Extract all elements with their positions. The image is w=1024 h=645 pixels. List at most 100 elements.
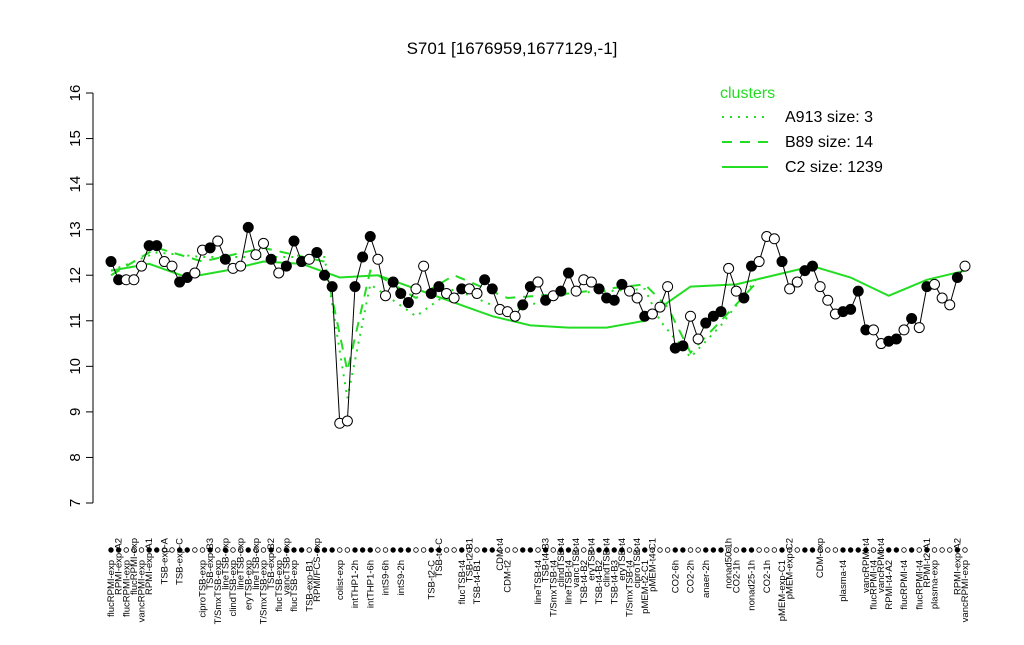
rug-dot (725, 547, 732, 553)
rug-dot (451, 547, 457, 553)
rug-dot (108, 547, 114, 553)
data-point (258, 237, 269, 249)
x-tick-label: plasma-t4 (838, 560, 849, 602)
rug-dot (733, 547, 739, 553)
x-tick-label: lineTSB-exp (236, 538, 247, 590)
x-tick-label: T/SmxTSB-t4 (548, 560, 559, 617)
rug-dot (840, 547, 846, 553)
rug-dot (687, 547, 694, 553)
rug-dot (657, 547, 663, 553)
x-tick-label: nonad25-1h (747, 560, 758, 611)
data-point (768, 233, 780, 245)
rug-dot (954, 547, 961, 553)
rug-dot (405, 547, 412, 553)
x-tick-label: TSB-exp-B2 (266, 538, 277, 590)
data-point (395, 287, 407, 299)
x-tick-label: pMEM-t4-C1 (647, 538, 658, 592)
x-tick-label: lineTSB-t4 (564, 560, 575, 604)
x-tick-label: eryTSB-t4 (586, 538, 597, 581)
rug-dot (870, 547, 877, 553)
data-point (425, 287, 437, 299)
data-point (349, 281, 361, 293)
data-point (784, 283, 796, 295)
data-point (951, 272, 963, 283)
rug-dot (253, 547, 259, 553)
rug-dot (443, 547, 450, 553)
rug-dot (222, 547, 229, 553)
x-tick-label: flucRPMI-t4 (869, 560, 880, 610)
rug-dot (512, 547, 518, 553)
data-point (105, 256, 117, 268)
rug-dot (527, 547, 534, 553)
data-point (280, 260, 292, 272)
data-point (563, 267, 574, 279)
x-tick-label: flucRPMI-exp (129, 538, 140, 595)
rug-dot (123, 547, 129, 553)
rug-dot (161, 547, 168, 553)
rug-dot (398, 547, 404, 553)
x-tick-label: flucRPMI-exp (106, 560, 117, 617)
x-tick-label: clindTSB-exp (228, 560, 239, 617)
x-tick-label: pMEM-exp-C2 (785, 538, 796, 599)
cluster-line (110, 246, 760, 372)
rug-dot (131, 547, 137, 553)
data-point (906, 313, 918, 324)
x-tick-label: vancTSB-t4 (571, 538, 582, 588)
rug-dot (825, 547, 831, 553)
rug-dot (329, 547, 335, 553)
data-point (235, 260, 247, 272)
x-tick-label: flucRPMI-exp (121, 560, 132, 617)
rug-dot (535, 547, 541, 553)
rug-dot (215, 547, 221, 553)
data-point (204, 242, 216, 254)
rug-dot (695, 547, 701, 553)
data-point (791, 276, 803, 288)
data-point (166, 260, 178, 272)
data-point (776, 256, 788, 268)
rug-dot (603, 547, 610, 553)
data-point (448, 292, 460, 304)
x-tick-label: flucTSB-exp (289, 560, 300, 612)
y-tick-label: 10 (67, 358, 84, 375)
rug-dot (664, 547, 671, 553)
rug-dot (718, 547, 724, 553)
data-point (807, 260, 818, 272)
data-point (936, 292, 948, 304)
rug-dot (916, 547, 922, 553)
x-tick-label: flucRPMI-t4 (899, 560, 910, 610)
data-point (364, 231, 376, 242)
data-point (479, 274, 491, 286)
x-tick-label: CDM-t4 (495, 538, 506, 571)
chart-title: S701 [1676959,1677129,-1] (407, 39, 618, 58)
data-point (387, 276, 399, 288)
rug-dot (710, 547, 717, 553)
x-tick-label: flucRPMI-t4 (914, 560, 925, 610)
x-tick-label: RPMI-exp-A1 (144, 538, 155, 595)
x-tick-label: T/SmxTSB-t4 (625, 560, 636, 617)
data-point (372, 253, 384, 265)
data-point (433, 281, 445, 293)
data-point (570, 285, 582, 297)
data-point (303, 253, 315, 265)
rug-dot (550, 547, 556, 553)
y-tick-label: 7 (67, 499, 84, 507)
rug-dot (741, 547, 747, 553)
rug-dot (283, 547, 290, 553)
rug-dot (382, 547, 389, 553)
x-tick-label: T/SmxTSB-exp (259, 560, 270, 624)
x-tick-label: eryTSB-t4 (617, 538, 628, 581)
x-tick-label: TSB-t4-B3 (609, 560, 620, 604)
rug-dot (939, 547, 945, 553)
data-point (929, 278, 940, 290)
data-point (517, 299, 529, 311)
x-tick-label: TSB-t4-B3 (541, 538, 552, 582)
data-point (555, 285, 567, 297)
rug-dot (474, 547, 480, 553)
rug-dot (154, 547, 160, 553)
rug-dot (184, 547, 190, 553)
x-tick-label: TSB-exp-B3 (205, 538, 216, 590)
x-tick-label: RPMI-t2-A1 (922, 538, 933, 588)
rug-dot (626, 547, 633, 553)
x-tick-label: vancRPMI-t4 (861, 538, 872, 593)
data-point (715, 306, 727, 318)
